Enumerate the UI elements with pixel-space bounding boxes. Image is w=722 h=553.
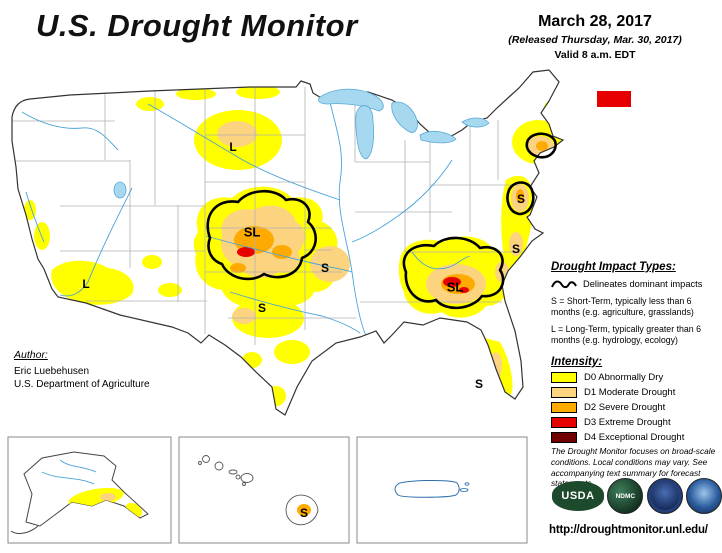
drought-monitor-url: http://droughtmonitor.unl.edu/ [549,524,708,536]
page-title: U.S. Drought Monitor [36,8,358,43]
agency-logos: USDA NDMC [552,478,722,514]
impact-delineates-row: Delineates dominant impacts [551,278,722,290]
map-label-virginia: S [511,242,521,256]
red-marker-box [597,91,631,107]
great-lakes [318,88,490,160]
map-label-texas: S [257,301,267,315]
author-organization: U.S. Department of Agriculture [14,379,150,390]
short-term-definition: S = Short-Term, typically less than 6 mo… [551,296,694,317]
impact-line-icon [551,280,577,289]
hawaii-map [198,455,319,526]
puerto-rico-map [394,480,470,498]
map-label-hawaii: S [299,506,309,520]
long-term-definition: L = Long-Term, typically greater than 6 … [551,323,702,345]
legend: Drought Impact Types: Delineates dominan… [551,261,722,443]
date-block: March 28, 2017 (Released Thursday, Mar. … [470,13,720,61]
d1-swatch [551,386,577,398]
impact-types-heading: Drought Impact Types: [551,261,676,273]
valid-time: Valid 8 a.m. EDT [554,49,636,61]
legend-row-d0: D0 Abnormally Dry [551,371,722,383]
hawaii-inset-box [178,436,350,544]
d4-label: D4 Exceptional Drought [584,431,685,443]
d2-swatch [551,401,577,413]
d2-label: D2 Severe Drought [584,401,666,413]
legend-row-d1: D1 Moderate Drought [551,386,722,398]
map-label-southern-plains: SL [243,224,261,240]
drought-area-d3 [237,247,469,293]
author-name: Eric Luebehusen [14,366,90,377]
noaa-logo [685,478,722,514]
d3-label: D3 Extreme Drought [584,416,671,428]
d1-label: D1 Moderate Drought [584,386,676,398]
usda-logo: USDA [552,481,604,511]
d0-label: D0 Abnormally Dry [584,371,664,383]
legend-row-d3: D3 Extreme Drought [551,416,722,428]
author-heading: Author: [14,349,48,361]
legend-row-d2: D2 Severe Drought [551,401,722,413]
d4-swatch [551,431,577,443]
ndmc-logo: NDMC [607,478,644,514]
commerce-seal-logo [646,478,683,514]
map-label-north-dakota: L [229,140,237,154]
legend-row-d4: D4 Exceptional Drought [551,431,722,443]
rivers [21,101,471,337]
map-label-arkansas: S [320,261,330,275]
d0-swatch [551,371,577,383]
impact-delineates-label: Delineates dominant impacts [583,279,703,289]
map-label-mid-atlantic: S [516,192,526,206]
release-date: (Released Thursday, Mar. 30, 2017) [508,34,682,46]
map-label-florida: S [474,377,484,391]
map-date: March 28, 2017 [538,13,652,30]
intensity-heading: Intensity: [551,355,603,368]
map-label-southwest: L [82,277,90,291]
author-block: Author: Eric Luebehusen U.S. Department … [14,349,150,390]
d3-swatch [551,416,577,428]
map-label-southeast: SL [446,279,464,295]
impact-delineation-outlines [206,132,557,310]
